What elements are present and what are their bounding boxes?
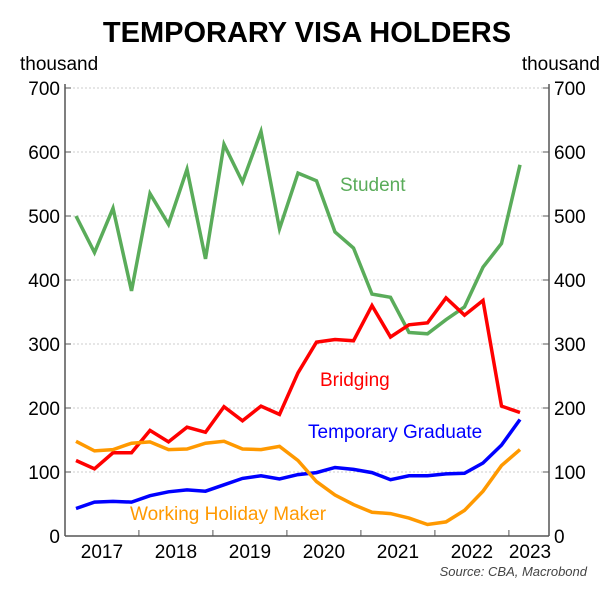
series-label-temporary-graduate: Temporary Graduate [308, 422, 482, 443]
y-tick-label-left: 100 [28, 463, 60, 484]
series-line-working-holiday-maker [75, 439, 522, 527]
y-tick-label-left: 400 [28, 271, 60, 292]
y-axis-label-left: thousand [20, 54, 98, 75]
y-tick-label-right: 300 [554, 335, 586, 356]
x-tick-label: 2017 [81, 542, 123, 563]
y-tick-label-left: 500 [28, 207, 60, 228]
chart-title: TEMPORARY VISA HOLDERS [103, 17, 511, 49]
y-tick-label-left: 600 [28, 143, 60, 164]
series-line-temporary-graduate [75, 418, 522, 511]
x-tick-label: 2018 [155, 542, 197, 563]
y-axis-label-right: thousand [522, 54, 600, 75]
series-line-student [74, 124, 522, 336]
x-tick-label: 2023 [509, 542, 551, 563]
y-tick-label-right: 500 [554, 207, 586, 228]
y-tick-label-right: 200 [554, 399, 586, 420]
y-tick-label-left: 0 [49, 527, 60, 548]
x-tick-label: 2020 [303, 542, 345, 563]
series-label-student: Student [340, 175, 406, 196]
y-tick-label-right: 700 [554, 79, 586, 100]
y-tick-label-left: 200 [28, 399, 60, 420]
x-tick-label: 2022 [451, 542, 493, 563]
x-tick-label: 2021 [377, 542, 419, 563]
y-tick-label-right: 0 [554, 527, 565, 548]
series-line-bridging [75, 295, 521, 471]
y-tick-label-right: 100 [554, 463, 586, 484]
series-label-working-holiday-maker: Working Holiday Maker [130, 504, 327, 525]
y-tick-label-right: 400 [554, 271, 586, 292]
y-tick-label-right: 600 [554, 143, 586, 164]
source-note: Source: CBA, Macrobond [440, 564, 588, 579]
y-tick-label-left: 300 [28, 335, 60, 356]
series-label-bridging: Bridging [320, 370, 390, 391]
x-tick-label: 2019 [229, 542, 271, 563]
y-tick-label-left: 700 [28, 79, 60, 100]
